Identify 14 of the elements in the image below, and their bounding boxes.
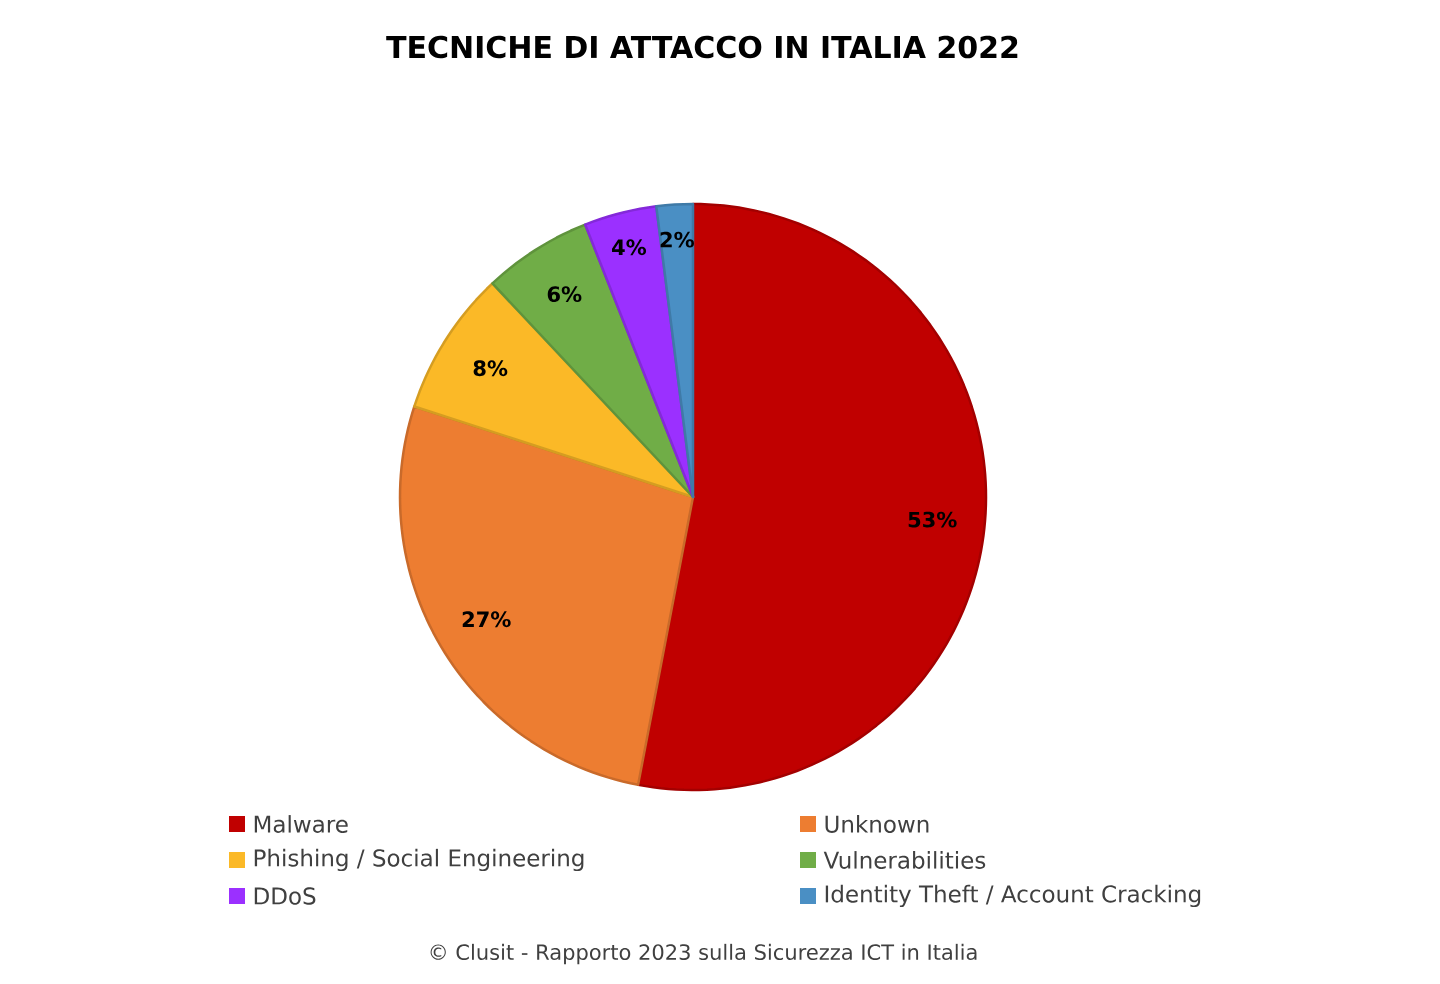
data-label: 27%	[462, 611, 511, 628]
legend-label: Phishing / Social Engineering	[254, 848, 584, 872]
data-label: 2%	[660, 231, 694, 248]
legend-label: Unknown	[825, 815, 929, 833]
legend-label: Identity Theft / Account Cracking	[825, 884, 1201, 908]
data-label: 53%	[908, 511, 957, 528]
chart-title: TECNICHE DI ATTACCO IN ITALIA 2022	[386, 35, 1018, 59]
text: © Clusit - Rapporto 2023 sulla Sicurezza ICT in Italia	[430, 943, 977, 965]
legend-label: Vulnerabilities	[823, 851, 986, 869]
data-label: 4%	[612, 239, 647, 256]
legend-label: Malware	[254, 815, 348, 833]
data-label: 6%	[547, 286, 582, 303]
legend-label: DDoS	[254, 887, 316, 905]
data-label: 8%	[473, 360, 508, 377]
